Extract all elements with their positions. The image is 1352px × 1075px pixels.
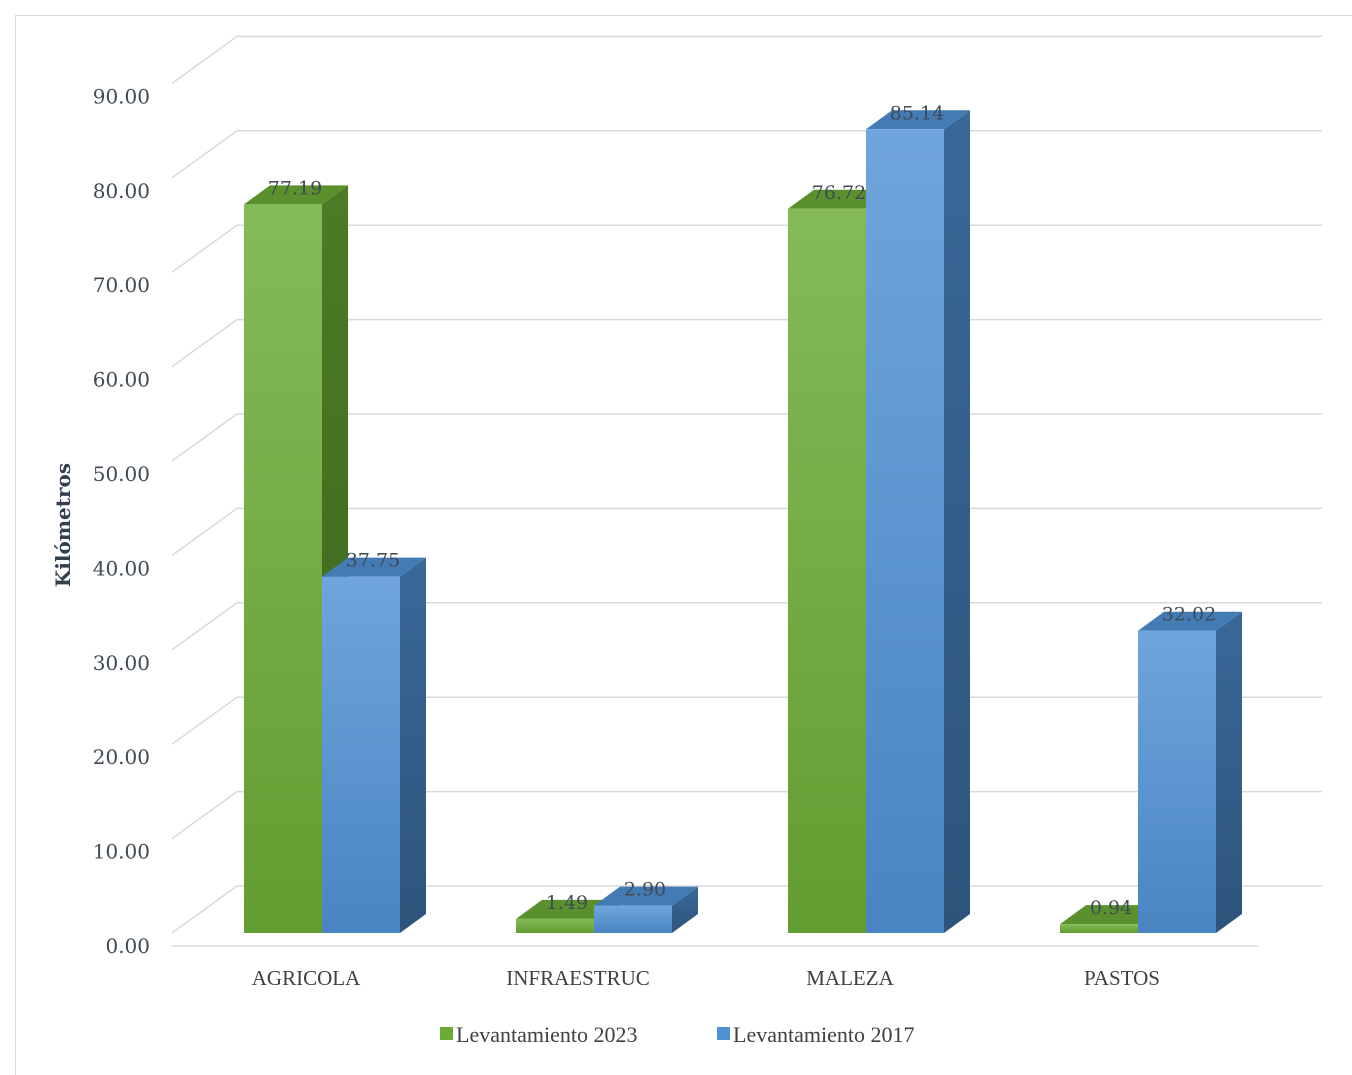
bar (866, 110, 970, 934)
legend-label: Levantamiento 2017 (733, 1022, 914, 1047)
data-label: 32.02 (1162, 604, 1216, 626)
y-tick-label: 40.00 (93, 556, 150, 580)
x-tick-label: AGRICOLA (252, 966, 361, 990)
y-tick-label: 30.00 (93, 651, 150, 675)
y-tick-label: 10.00 (93, 840, 150, 864)
x-tick-label: MALEZA (806, 966, 894, 990)
y-tick-label: 60.00 (93, 368, 150, 392)
bar (322, 557, 426, 933)
data-label: 2.90 (624, 879, 666, 901)
y-tick-label: 50.00 (93, 462, 150, 486)
data-label: 1.49 (546, 892, 588, 914)
legend-swatch (440, 1027, 453, 1040)
y-axis-title: Kilómetros (51, 463, 75, 587)
bar (1138, 611, 1242, 933)
x-tick-label: PASTOS (1084, 966, 1160, 990)
y-tick-label: 90.00 (93, 84, 150, 108)
data-label: 76.72 (812, 182, 866, 204)
y-tick-label: 80.00 (93, 179, 150, 203)
data-label: 77.19 (268, 177, 322, 199)
legend-label: Levantamiento 2023 (456, 1022, 637, 1047)
bar (594, 886, 698, 933)
data-label: 37.75 (346, 550, 400, 572)
x-tick-label: INFRAESTRUC (506, 966, 650, 990)
data-label: 85.14 (890, 102, 944, 124)
legend: Levantamiento 2023 Levantamiento 2017 (440, 1022, 914, 1047)
data-label: 0.94 (1090, 897, 1132, 919)
chart-frame (15, 15, 1352, 1075)
bars (244, 110, 1242, 934)
legend-swatch (717, 1027, 730, 1040)
gridline (171, 130, 1322, 179)
y-tick-label: 70.00 (93, 273, 150, 297)
y-tick-label: 20.00 (93, 745, 150, 769)
gridline (171, 35, 1322, 85)
y-tick-label: 0.00 (105, 934, 150, 958)
